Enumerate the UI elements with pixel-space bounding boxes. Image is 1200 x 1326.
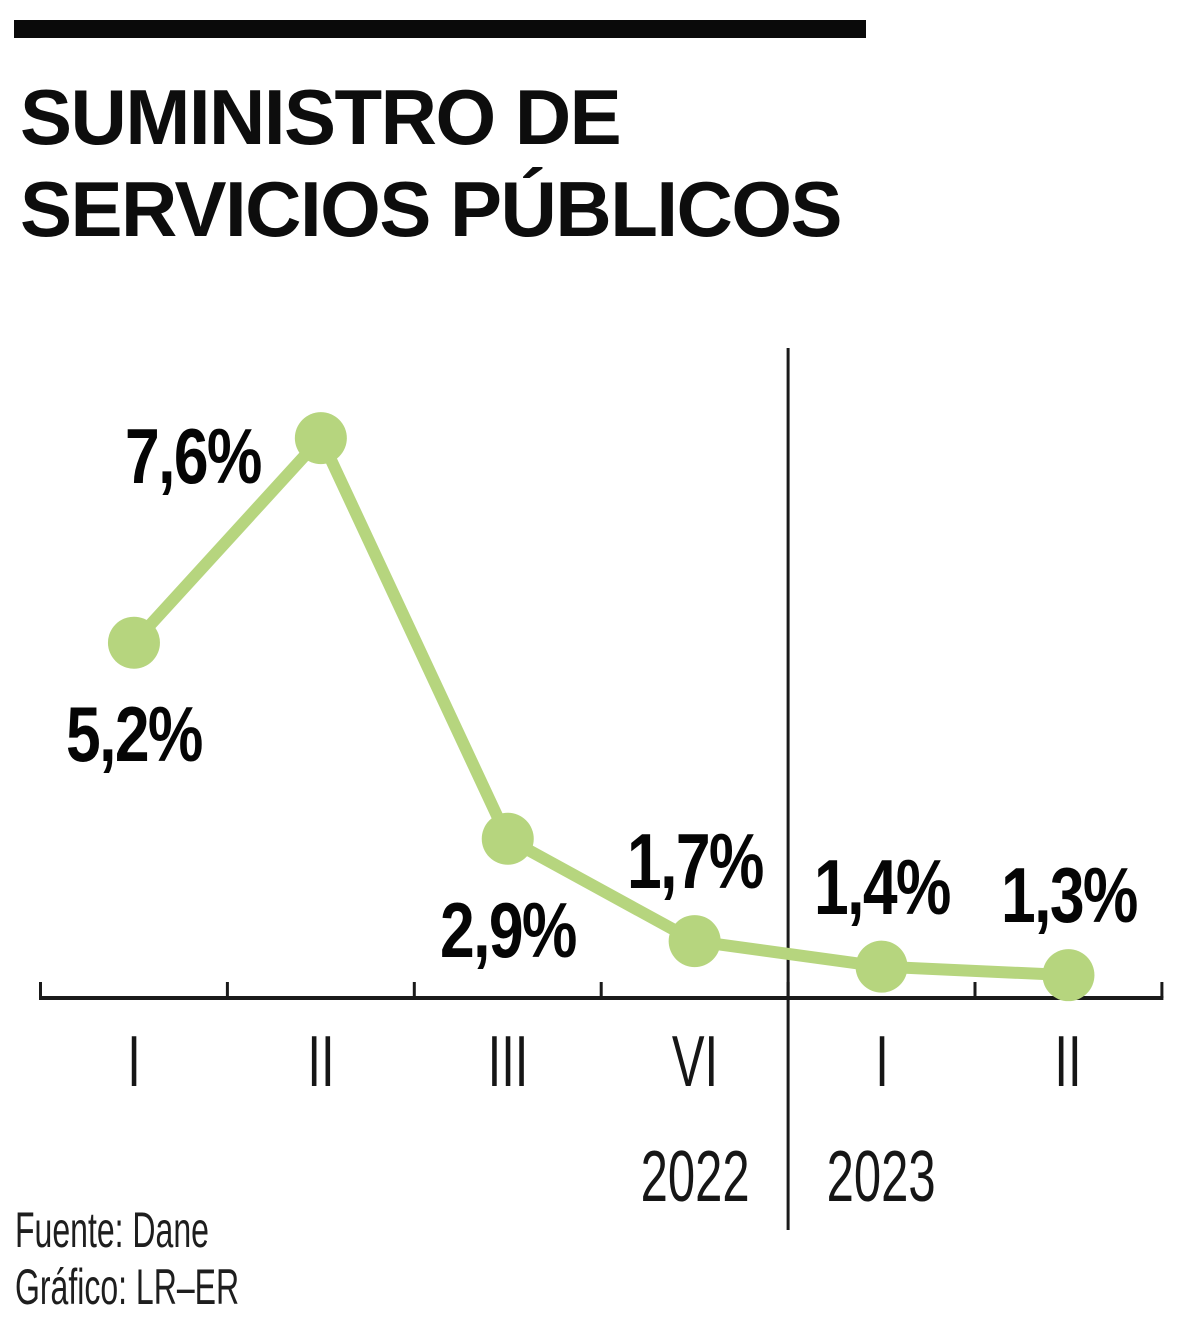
data-point-label: 5,2% — [14, 695, 254, 773]
x-axis-label: III — [428, 1026, 588, 1098]
title-line-2: SERVICIOS PÚBLICOS — [20, 165, 843, 253]
x-axis-label: II — [241, 1026, 401, 1098]
x-axis-label-text: I — [127, 1022, 141, 1102]
year-label-2022: 2022 — [615, 1141, 775, 1213]
x-axis-label: II — [988, 1026, 1148, 1098]
x-axis-label-text: VI — [671, 1022, 718, 1102]
data-point-label: 1,4% — [762, 848, 1002, 926]
year-label-text: 2023 — [827, 1137, 937, 1217]
x-axis-label-text: I — [874, 1022, 889, 1102]
year-label-text: 2022 — [640, 1137, 750, 1217]
data-point-label-text: 7,6% — [124, 412, 262, 501]
source-text: Fuente: Dane — [15, 1202, 209, 1258]
data-point-label: 2,9% — [388, 891, 628, 969]
data-point-marker — [668, 915, 721, 968]
data-point-label: 1,7% — [575, 822, 815, 900]
data-point-label-text: 1,3% — [1000, 851, 1138, 940]
data-point-marker — [855, 940, 908, 993]
credit-text: Gráfico: LR–ER — [15, 1259, 240, 1315]
footer: Fuente: Dane Gráfico: LR–ER — [15, 1202, 365, 1316]
data-point-marker — [107, 616, 160, 669]
top-accent-bar — [14, 20, 866, 38]
data-point-marker — [1042, 949, 1095, 1002]
year-label-2023: 2023 — [802, 1141, 962, 1213]
data-point-marker — [481, 812, 534, 865]
data-point-label: 7,6% — [73, 417, 313, 495]
x-axis-label: I — [802, 1026, 962, 1098]
trend-line — [129, 432, 1069, 982]
data-point-label-text: 1,4% — [813, 842, 951, 931]
x-axis-label-text: III — [487, 1022, 529, 1102]
x-axis-label: I — [54, 1026, 214, 1098]
x-axis-label-text: II — [307, 1022, 335, 1102]
data-point-marker — [294, 412, 347, 465]
data-point-label-text: 1,7% — [626, 817, 764, 906]
title-line-1: SUMINISTRO DE — [20, 73, 622, 161]
x-axis-label-text: II — [1054, 1022, 1083, 1102]
x-axis-label: VI — [615, 1026, 775, 1098]
data-point-label: 1,3% — [948, 856, 1188, 934]
chart-title: SUMINISTRO DE SERVICIOS PÚBLICOS — [20, 71, 843, 255]
data-point-label-text: 5,2% — [66, 689, 203, 778]
data-point-label-text: 2,9% — [439, 885, 577, 974]
